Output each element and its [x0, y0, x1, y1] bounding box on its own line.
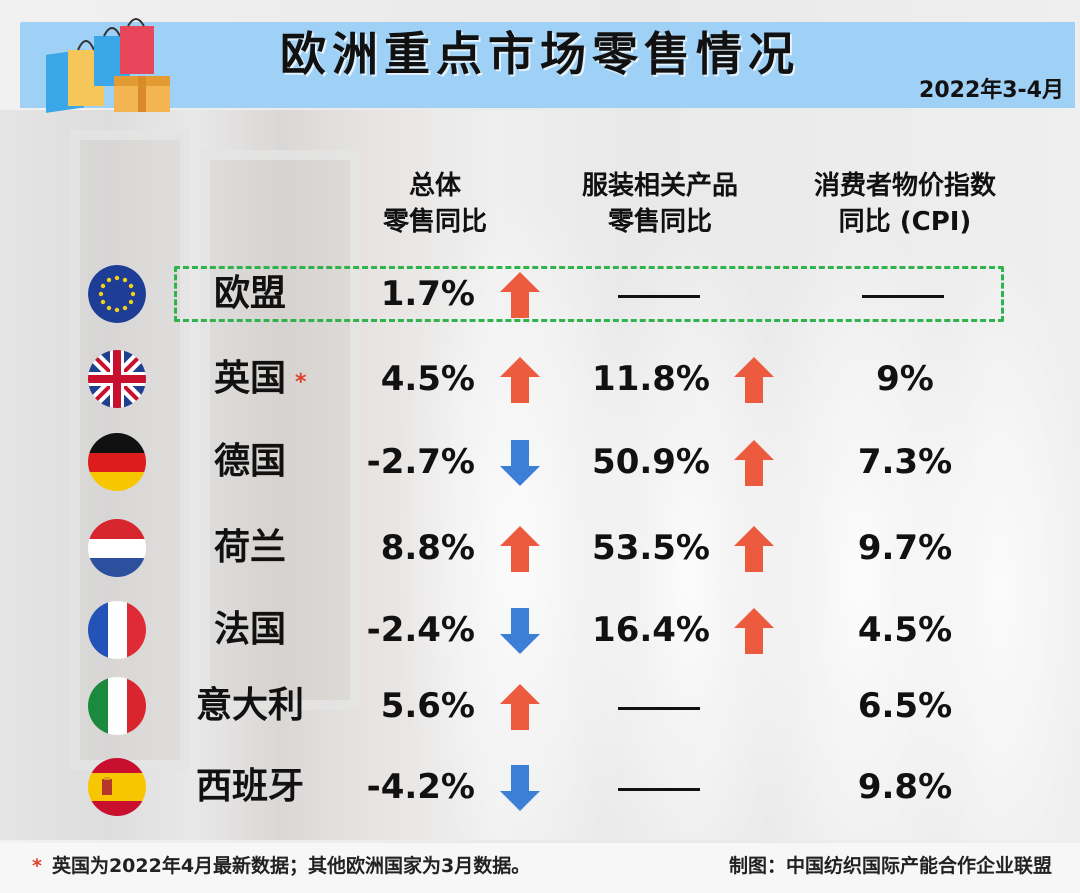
country-name: 法国: [213, 609, 286, 650]
date-range: 2022年3-4月: [919, 78, 1064, 103]
country-name: 德国: [213, 441, 286, 482]
table-row-eu: 欧盟 1.7%: [0, 265, 1080, 335]
up-arrow-icon: [734, 440, 774, 486]
up-arrow-icon: [500, 357, 540, 403]
no-data-dash: [862, 295, 944, 298]
no-data-dash: [618, 707, 700, 710]
column-header-line: 同比 (CPI): [838, 207, 972, 237]
retail-value: 5.6%: [380, 686, 475, 726]
table-row-spain: 西班牙 -4.2% 9.8%: [0, 758, 1080, 828]
page-title: 欧洲重点市场零售情况: [280, 27, 800, 81]
cpi-value: 4.5%: [857, 610, 953, 650]
footnote-star: *: [295, 370, 307, 395]
table-row-italy: 意大利 5.6% 6.5%: [0, 677, 1080, 747]
retail-value: -2.4%: [366, 610, 475, 650]
retail-value: -2.7%: [366, 442, 475, 482]
table-row-france: 法国 -2.4% 16.4% 4.5%: [0, 601, 1080, 671]
column-header-line: 零售同比: [607, 207, 712, 237]
retail-value: 4.5%: [380, 359, 475, 399]
header-bar: [20, 22, 1075, 108]
no-data-dash: [618, 788, 700, 791]
uk-flag-icon: [88, 350, 146, 408]
italy-flag-icon: [88, 677, 146, 735]
country-name: 欧盟: [213, 273, 286, 314]
column-header-cpi: 消费者物价指数 同比 (CPI): [790, 168, 1020, 240]
column-header-apparel: 服装相关产品 零售同比: [560, 168, 760, 240]
column-header-retail: 总体 零售同比: [360, 168, 510, 240]
footnote-text: 英国为2022年4月最新数据；其他欧洲国家为3月数据。: [51, 855, 531, 877]
country-name: 荷兰: [213, 527, 286, 568]
cpi-value: 6.5%: [857, 686, 953, 726]
country-name: 意大利: [195, 685, 304, 726]
country-name: 英国 *: [175, 350, 325, 408]
up-arrow-icon: [500, 684, 540, 730]
shopping-bags-icon: [46, 18, 170, 113]
eu-highlight-box: [174, 266, 1004, 322]
table-row-netherlands: 荷兰 8.8% 53.5% 9.7%: [0, 519, 1080, 589]
up-arrow-icon: [734, 608, 774, 654]
table-row-uk: 英国 * 4.5% 11.8% 9%: [0, 350, 1080, 420]
table-row-germany: 德国 -2.7% 50.9% 7.3%: [0, 433, 1080, 503]
spain-flag-icon: [88, 758, 146, 816]
up-arrow-icon: [734, 357, 774, 403]
netherlands-flag-icon: [88, 519, 146, 577]
down-arrow-icon: [500, 608, 540, 654]
cpi-value: 9.8%: [857, 767, 953, 807]
cpi-value: 9%: [876, 359, 934, 399]
france-flag-icon: [88, 601, 146, 659]
retail-value: 8.8%: [380, 528, 475, 568]
footnote-star: *: [32, 855, 42, 877]
column-header-line: 总体: [408, 171, 461, 201]
retail-value: -4.2%: [366, 767, 475, 807]
country-name: 西班牙: [195, 766, 304, 807]
column-header-line: 零售同比: [382, 207, 487, 237]
no-data-dash: [618, 295, 700, 298]
up-arrow-icon: [500, 272, 540, 318]
apparel-value: 11.8%: [592, 359, 710, 399]
credit-text: 制图：中国纺织国际产能合作企业联盟: [728, 855, 1052, 877]
up-arrow-icon: [734, 526, 774, 572]
up-arrow-icon: [500, 526, 540, 572]
background-frame: [200, 150, 360, 710]
apparel-value: 16.4%: [592, 610, 710, 650]
apparel-value: 53.5%: [592, 528, 710, 568]
eu-flag-icon: [88, 265, 146, 323]
country-label: 英国: [213, 358, 286, 399]
apparel-value: 50.9%: [592, 442, 710, 482]
cpi-value: 9.7%: [857, 528, 953, 568]
column-header-line: 消费者物价指数: [813, 171, 996, 201]
down-arrow-icon: [500, 440, 540, 486]
germany-flag-icon: [88, 433, 146, 491]
footer: * 英国为2022年4月最新数据；其他欧洲国家为3月数据。 制图：中国纺织国际产能…: [0, 843, 1080, 893]
retail-value: 1.7%: [380, 274, 475, 314]
column-header-line: 服装相关产品: [581, 171, 738, 201]
cpi-value: 7.3%: [857, 442, 953, 482]
down-arrow-icon: [500, 765, 540, 811]
